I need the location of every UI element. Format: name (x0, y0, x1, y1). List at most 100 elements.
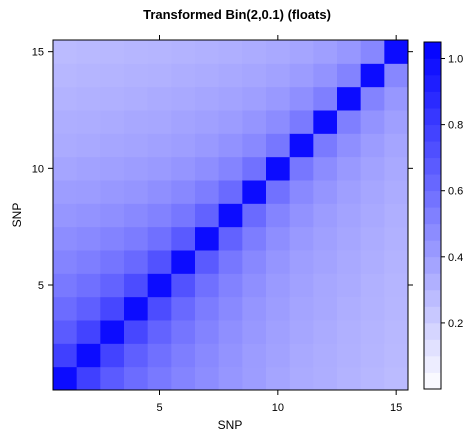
y-axis: 5 10 15 (32, 47, 413, 292)
heatmap-cell (171, 320, 196, 344)
x-axis-label: SNP (218, 418, 243, 432)
heatmap-cell (100, 63, 125, 88)
heatmap-cell (266, 250, 291, 274)
heatmap-cell (76, 133, 101, 158)
colorbar-swatch (424, 372, 441, 390)
heatmap-cell (313, 250, 338, 274)
colorbar-tick-label: 1.0 (448, 54, 463, 66)
heatmap-cell (360, 180, 385, 204)
heatmap-cell (147, 203, 172, 228)
x-tick-label: 10 (272, 402, 284, 414)
heatmap-cell (313, 320, 338, 344)
heatmap-cell (242, 40, 267, 64)
heatmap-cell (337, 343, 362, 368)
heatmap-cell (147, 110, 172, 134)
y-axis-label: SNP (10, 203, 24, 228)
heatmap-cell (337, 273, 362, 298)
heatmap-cell (337, 250, 362, 274)
heatmap-cell (100, 86, 125, 111)
heatmap-cell (360, 63, 385, 88)
heatmap-cell (124, 86, 149, 111)
heatmap-cell (266, 156, 291, 181)
heatmap-cell (242, 273, 267, 298)
heatmap-cell (147, 366, 172, 391)
heatmap-cell (242, 250, 267, 274)
heatmap-cell (124, 40, 149, 64)
heatmap-cell (53, 133, 78, 158)
heatmap-cell (76, 250, 101, 274)
heatmap-cell (100, 273, 125, 298)
colorbar-tick-label: 0.8 (448, 120, 463, 132)
heatmap-cell (171, 273, 196, 298)
heatmap-cell (313, 296, 338, 321)
heatmap-cell (313, 63, 338, 88)
heatmap-cell (360, 110, 385, 134)
colorbar-tick-label: 0.4 (448, 252, 463, 264)
colorbar-swatch (424, 339, 441, 357)
heatmap-cell (53, 180, 78, 204)
heatmap-cell (100, 250, 125, 274)
heatmap-cell (195, 180, 220, 204)
heatmap-cell (147, 63, 172, 88)
heatmap-cell (266, 40, 291, 64)
heatmap-cell (266, 180, 291, 204)
heatmap-cell (218, 226, 243, 251)
heatmap-cell (171, 296, 196, 321)
heatmap-cell (242, 156, 267, 181)
heatmap-cell (218, 343, 243, 368)
heatmap-cell (360, 320, 385, 344)
heatmap-cell (242, 343, 267, 368)
heatmap-cell (337, 110, 362, 134)
heatmap-cell (124, 133, 149, 158)
heatmap-cell (360, 366, 385, 391)
colorbar-frame (423, 41, 442, 390)
heatmap-cell (195, 40, 220, 64)
heatmap-cell (195, 320, 220, 344)
heatmap-cell (218, 273, 243, 298)
heatmap-cell (76, 320, 101, 344)
heatmap-cell (100, 296, 125, 321)
heatmap-cell (360, 343, 385, 368)
heatmap-cell (360, 156, 385, 181)
heatmap-cell (266, 133, 291, 158)
heatmap-cell (266, 366, 291, 391)
colorbar-swatch (424, 223, 441, 241)
heatmap-cell (171, 180, 196, 204)
heatmap-cell (218, 320, 243, 344)
heatmap-cell (218, 366, 243, 391)
heatmap-cells (53, 40, 409, 391)
heatmap-cell (171, 156, 196, 181)
heatmap-cell (242, 366, 267, 391)
heatmap-cell (171, 226, 196, 251)
heatmap-cell (337, 226, 362, 251)
colorbar-swatch (424, 289, 441, 307)
colorbar-swatch (424, 240, 441, 258)
heatmap-cell (384, 180, 409, 204)
heatmap-cell (76, 180, 101, 204)
heatmap-cell (218, 40, 243, 64)
y-tick-label: 5 (38, 280, 44, 292)
heatmap-cell (289, 296, 314, 321)
heatmap-cell (147, 156, 172, 181)
heatmap-cell (313, 366, 338, 391)
heatmap-cell (384, 250, 409, 274)
heatmap-cell (289, 156, 314, 181)
heatmap-cell (195, 366, 220, 391)
heatmap-cell (100, 203, 125, 228)
heatmap-cell (195, 156, 220, 181)
heatmap-cell (289, 203, 314, 228)
heatmap-cell (100, 320, 125, 344)
colorbar: 0.2 0.4 0.6 0.8 1.0 (423, 41, 463, 390)
heatmap-cell (100, 110, 125, 134)
heatmap-cell (76, 110, 101, 134)
heatmap-cell (289, 250, 314, 274)
heatmap-cell (384, 110, 409, 134)
x-tick-label: 5 (156, 402, 162, 414)
heatmap-cell (218, 110, 243, 134)
heatmap-cell (384, 40, 409, 64)
heatmap-cell (337, 203, 362, 228)
heatmap-cell (124, 180, 149, 204)
heatmap-cell (53, 226, 78, 251)
heatmap-cell (384, 86, 409, 111)
heatmap-cell (218, 180, 243, 204)
